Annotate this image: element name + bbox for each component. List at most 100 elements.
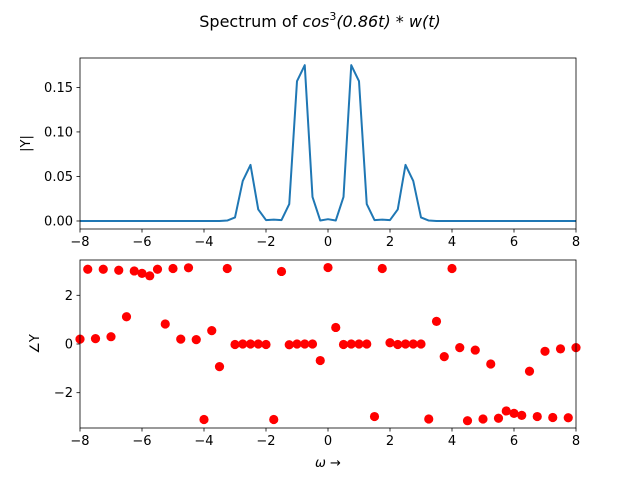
phase-xtick: 8 bbox=[572, 428, 580, 449]
phase-point bbox=[548, 412, 558, 423]
phase-point bbox=[230, 339, 240, 350]
magnitude-xtick: 4 bbox=[448, 229, 456, 250]
phase-xtick-label: 4 bbox=[448, 434, 456, 449]
phase-point bbox=[207, 326, 217, 336]
phase-point bbox=[129, 266, 139, 276]
phase-point bbox=[540, 346, 550, 356]
phase-point bbox=[121, 312, 132, 322]
magnitude-xtick: −4 bbox=[194, 229, 214, 250]
phase-point bbox=[377, 263, 387, 274]
magnitude-xtick: −2 bbox=[256, 229, 276, 250]
magnitude-xtick-label: −6 bbox=[132, 235, 151, 250]
magnitude-xtick: 2 bbox=[386, 229, 394, 250]
phase-point bbox=[284, 340, 294, 350]
magnitude-ytick-label: 0.05 bbox=[44, 170, 73, 185]
phase-point bbox=[369, 411, 380, 422]
magnitude-axes: −8 −6 −4 −2 0 2 4 6 8 0.00 0.05 0.10 0.15 |Y| bbox=[19, 57, 580, 250]
phase-point bbox=[524, 366, 535, 376]
magnitude-ytick-label: 0.00 bbox=[44, 214, 73, 229]
phase-xtick-label: −2 bbox=[256, 434, 275, 449]
phase-xtick-label: 0 bbox=[324, 434, 332, 449]
phase-xtick-label: −8 bbox=[70, 434, 89, 449]
phase-point bbox=[300, 339, 310, 349]
magnitude-ytick-label: 0.15 bbox=[44, 81, 73, 96]
phase-point bbox=[222, 263, 232, 274]
phase-point bbox=[385, 338, 395, 348]
phase-point bbox=[214, 362, 225, 372]
phase-point bbox=[470, 345, 480, 355]
phase-point bbox=[199, 414, 209, 425]
phase-xtick-label: 6 bbox=[510, 434, 518, 449]
phase-xtick-label: −4 bbox=[194, 434, 213, 449]
phase-point bbox=[400, 339, 411, 349]
magnitude-xtick: 0 bbox=[324, 229, 332, 250]
phase-point bbox=[362, 339, 372, 349]
phase-point bbox=[269, 414, 279, 425]
phase-point bbox=[338, 339, 349, 350]
phase-point bbox=[83, 264, 93, 274]
magnitude-xtick-label: −8 bbox=[70, 235, 89, 250]
phase-xtick: 6 bbox=[510, 428, 518, 449]
phase-point bbox=[439, 352, 449, 362]
magnitude-xtick: 6 bbox=[510, 229, 518, 250]
phase-xtick: −8 bbox=[70, 428, 90, 449]
phase-point bbox=[555, 344, 566, 354]
phase-point bbox=[292, 339, 302, 349]
phase-ytick: −2 bbox=[54, 386, 80, 401]
phase-point bbox=[447, 263, 457, 274]
magnitude-xtick-label: −4 bbox=[194, 235, 213, 250]
phase-ytick: 0 bbox=[65, 338, 80, 353]
phase-point bbox=[152, 264, 163, 274]
phase-point bbox=[137, 268, 147, 278]
magnitude-ytick: 0.15 bbox=[44, 81, 80, 96]
magnitude-xtick-label: −2 bbox=[256, 235, 275, 250]
magnitude-xtick: −6 bbox=[132, 229, 152, 250]
phase-point bbox=[346, 339, 356, 349]
magnitude-xtick-label: 0 bbox=[324, 235, 332, 250]
phase-axes-frame bbox=[79, 259, 577, 429]
magnitude-xtick: −8 bbox=[70, 229, 90, 250]
phase-point bbox=[424, 414, 434, 424]
magnitude-xtick-label: 6 bbox=[510, 235, 518, 250]
phase-point bbox=[478, 414, 488, 424]
magnitude-axes-frame bbox=[79, 57, 577, 230]
phase-xtick: −2 bbox=[256, 428, 276, 449]
phase-point bbox=[486, 359, 496, 369]
phase-point bbox=[408, 339, 418, 349]
phase-point bbox=[493, 413, 504, 423]
phase-point bbox=[416, 339, 426, 349]
phase-point bbox=[501, 406, 511, 416]
phase-point bbox=[238, 339, 248, 349]
phase-point bbox=[331, 322, 341, 333]
phase-ytick-label: 2 bbox=[65, 289, 73, 304]
magnitude-ytick: 0.05 bbox=[44, 170, 80, 185]
phase-xtick: 4 bbox=[448, 428, 456, 449]
phase-point bbox=[176, 334, 186, 344]
phase-point bbox=[183, 263, 194, 273]
phase-point bbox=[354, 339, 364, 349]
phase-axes: −8 −6 −4 −2 0 2 4 6 8 −2 0 2 ∠Y ω → bbox=[28, 259, 581, 471]
phase-point bbox=[191, 335, 201, 345]
phase-point bbox=[276, 266, 287, 277]
magnitude-ylabel: |Y| bbox=[19, 135, 34, 152]
phase-ytick-label: 0 bbox=[65, 338, 73, 353]
phase-xtick-label: −6 bbox=[132, 434, 151, 449]
phase-xtick: 0 bbox=[324, 428, 332, 449]
phase-ytick: 2 bbox=[65, 289, 80, 304]
phase-point bbox=[563, 413, 573, 423]
phase-xtick-label: 8 bbox=[572, 434, 580, 449]
phase-point bbox=[261, 339, 271, 350]
magnitude-ytick: 0.00 bbox=[44, 214, 80, 229]
phase-point bbox=[532, 411, 542, 422]
magnitude-xtick-label: 4 bbox=[448, 235, 456, 250]
phase-ylabel: ∠Y bbox=[28, 334, 43, 354]
phase-point bbox=[307, 339, 318, 349]
figure-title: Spectrum of cos3(0.86t) * w(t) bbox=[199, 10, 440, 31]
magnitude-xtick: 8 bbox=[572, 229, 580, 250]
phase-point bbox=[145, 271, 155, 281]
phase-point bbox=[323, 262, 333, 273]
phase-point bbox=[455, 343, 465, 353]
phase-xtick-label: 2 bbox=[386, 434, 394, 449]
